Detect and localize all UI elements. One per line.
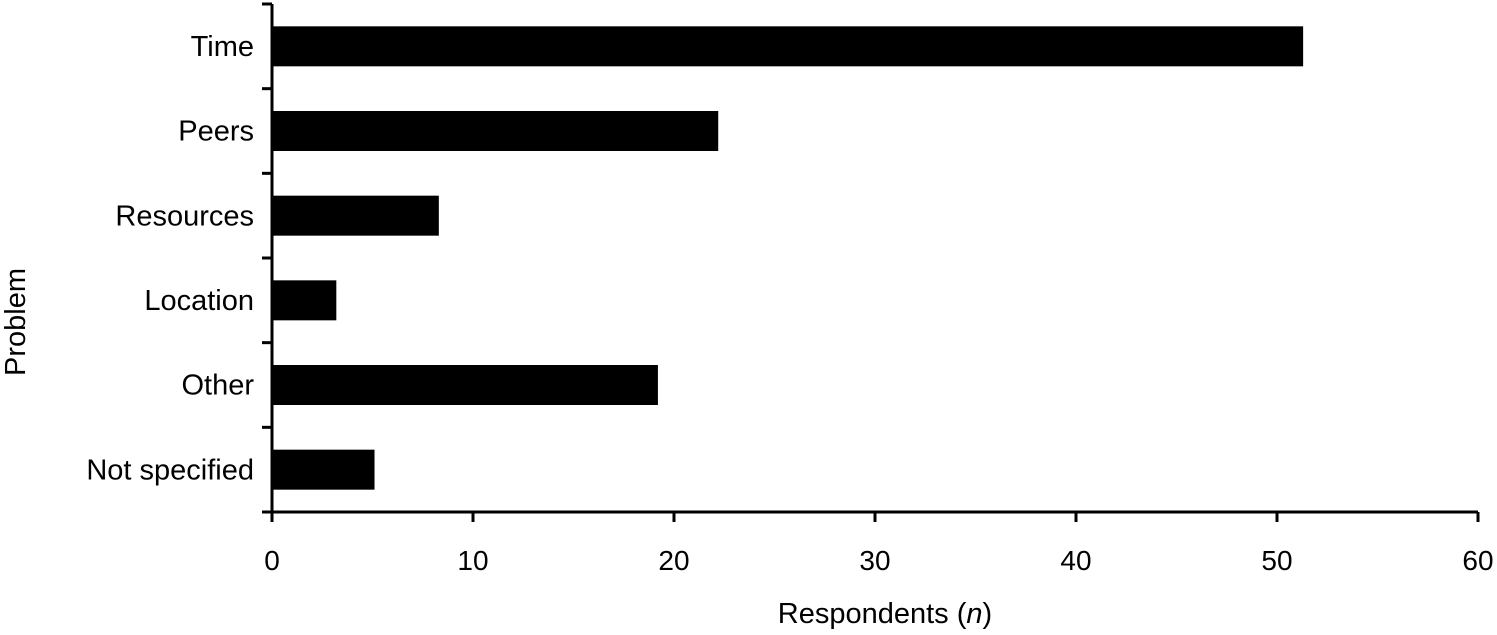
x-tick-label: 30 [859,545,890,576]
x-tick-label: 40 [1060,545,1091,576]
bars-group [272,26,1304,490]
bar-time [272,26,1304,67]
x-axis-title-prefix: Respondents ( [778,598,967,630]
category-label: Resources [115,200,254,232]
x-axis-title: Respondents (n) [778,598,992,630]
y-axis: Time Peers Resources Location Other Not speci… [86,2,274,514]
x-axis-title-italic: n [966,598,982,630]
category-label: Other [181,370,254,402]
x-axis-title-suffix: ) [983,598,993,630]
x-tick-label: 10 [457,545,488,576]
category-label: Not specified [86,454,254,486]
bar-location [272,280,337,321]
category-label: Time [191,31,254,63]
x-axis: 0 10 20 30 40 50 60 [264,510,1494,576]
bar-peers [272,111,719,151]
bar-resources [272,195,439,236]
bar-other [272,365,658,405]
x-tick-label: 60 [1462,545,1493,576]
x-tick-label: 0 [264,545,280,576]
bar-not-specified [272,449,375,490]
y-axis-title: Problem [0,268,32,376]
category-label: Peers [178,116,254,148]
category-label: Location [144,285,254,317]
x-tick-label: 50 [1261,545,1292,576]
x-tick-label: 20 [658,545,689,576]
